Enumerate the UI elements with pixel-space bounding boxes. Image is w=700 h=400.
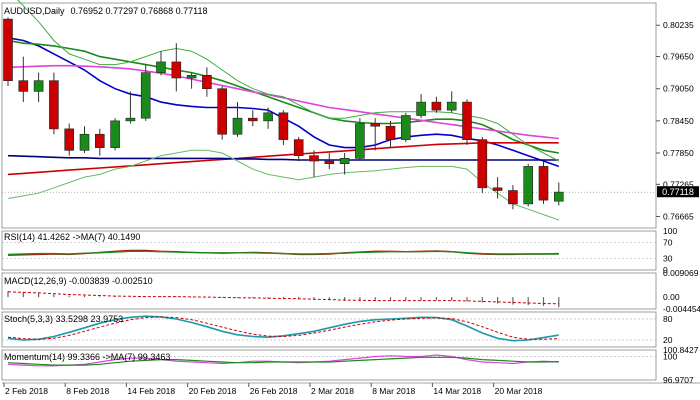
bullish-candle bbox=[125, 117, 136, 122]
bearish-candle bbox=[324, 160, 335, 165]
price-panel-frame bbox=[1, 2, 657, 229]
bearish-candle bbox=[508, 190, 518, 205]
time-tick-label: 20 Feb 2018 bbox=[189, 386, 237, 396]
bearish-candle bbox=[538, 166, 549, 201]
ohlc-values: 0.76952 0.77297 0.76868 0.77118 bbox=[71, 6, 208, 16]
bearish-candle bbox=[431, 101, 442, 111]
price-tick-label: 0.79050 bbox=[663, 84, 694, 94]
bearish-candle bbox=[248, 117, 258, 122]
price-panel-title: AUDUSD,Daily 0.76952 0.77297 0.76868 0.77… bbox=[4, 6, 207, 16]
bearish-candle bbox=[477, 139, 488, 189]
bullish-candle bbox=[400, 115, 411, 140]
bullish-candle bbox=[232, 117, 243, 135]
time-tick-label: 8 Mar 2018 bbox=[372, 386, 415, 396]
price-tick-label: 0.76665 bbox=[663, 211, 694, 221]
macd-tick-label: 0.00 bbox=[663, 292, 680, 302]
bearish-candle bbox=[309, 155, 319, 162]
moving-average-line-7 bbox=[7, 149, 559, 221]
rsi-panel-frame bbox=[1, 230, 657, 271]
bearish-candle bbox=[217, 88, 227, 135]
bullish-candle bbox=[110, 120, 120, 148]
price-tick-label: 0.77265 bbox=[663, 179, 694, 189]
moving-average-line-5 bbox=[7, 154, 559, 161]
momentum-line-2 bbox=[7, 356, 559, 366]
macd-tick-label: -0.004454 bbox=[663, 304, 700, 314]
momentum-tick-label: 100 bbox=[663, 352, 677, 362]
momentum-panel-frame bbox=[1, 349, 657, 381]
momentum-tick-label: 100.8427 bbox=[663, 345, 699, 355]
time-tick-label: 26 Feb 2018 bbox=[250, 386, 298, 396]
bullish-candle bbox=[186, 75, 197, 79]
stoch-tick-label: 20 bbox=[663, 335, 673, 345]
price-tick-label: 0.79650 bbox=[663, 52, 694, 62]
bearish-candle bbox=[293, 139, 304, 156]
bearish-candle bbox=[49, 80, 59, 130]
rsi-tick-label: 0 bbox=[663, 265, 668, 275]
bearish-candle bbox=[385, 125, 396, 140]
momentum-tick-label: 96.9707 bbox=[663, 375, 694, 385]
rsi-tick-label: 100 bbox=[663, 226, 677, 236]
macd-label: MACD(12,26,9) -0.003839 -0.002510 bbox=[4, 276, 153, 286]
last-price-marker: 0.77118 bbox=[657, 186, 699, 198]
bullish-candle bbox=[446, 101, 457, 111]
bearish-candle bbox=[202, 75, 212, 90]
symbol-timeframe: AUDUSD,Daily bbox=[4, 6, 65, 16]
bullish-candle bbox=[523, 166, 534, 205]
bearish-candle bbox=[95, 133, 105, 148]
stoch-tick-label: 80 bbox=[663, 314, 673, 324]
time-tick-label: 14 Feb 2018 bbox=[127, 386, 175, 396]
time-tick-label: 2 Mar 2018 bbox=[311, 386, 354, 396]
last-price-label: 0.77118 bbox=[662, 187, 694, 197]
bearish-candle bbox=[278, 112, 289, 140]
bullish-candle bbox=[416, 101, 426, 116]
bullish-candle bbox=[79, 133, 90, 151]
bullish-candle bbox=[33, 80, 44, 92]
bearish-candle bbox=[64, 128, 74, 151]
bearish-candle bbox=[492, 187, 503, 191]
time-tick-label: 2 Feb 2018 bbox=[5, 386, 48, 396]
time-tick-label: 20 Mar 2018 bbox=[495, 386, 543, 396]
stoch-label: Stoch(5,3,3) 33.5298 23.9753 bbox=[4, 314, 123, 324]
bullish-candle bbox=[553, 191, 564, 202]
time-tick-label: 14 Mar 2018 bbox=[433, 386, 481, 396]
macd-signal-line bbox=[7, 291, 559, 305]
bearish-candle bbox=[3, 18, 13, 81]
macd-tick-label: 0.009069 bbox=[663, 268, 699, 278]
price-tick-label: 0.80235 bbox=[663, 20, 694, 30]
bullish-candle bbox=[355, 123, 365, 159]
bullish-candle bbox=[156, 61, 166, 73]
price-tick-label: 0.77850 bbox=[663, 148, 694, 158]
macd-panel-frame bbox=[1, 272, 657, 310]
rsi-label: RSI(14) 41.4262 ->MA(7) 40.1490 bbox=[4, 232, 140, 242]
bullish-candle bbox=[339, 158, 350, 165]
rsi-tick-label: 30 bbox=[663, 253, 673, 263]
rsi-line-2 bbox=[7, 250, 559, 256]
bullish-candle bbox=[140, 72, 151, 119]
time-tick-label: 8 Feb 2018 bbox=[66, 386, 109, 396]
bearish-candle bbox=[462, 101, 472, 140]
stoch-main-line bbox=[7, 315, 559, 342]
bearish-candle bbox=[370, 123, 381, 127]
rsi-tick-label: 70 bbox=[663, 238, 673, 248]
bullish-candle bbox=[263, 112, 273, 122]
bearish-candle bbox=[18, 80, 29, 92]
stoch-panel-frame bbox=[1, 311, 657, 348]
price-tick-label: 0.78450 bbox=[663, 116, 694, 126]
bearish-candle bbox=[171, 61, 182, 79]
stoch-signal-line bbox=[7, 316, 559, 340]
momentum-label: Momentum(14) 99.3366 ->MA(7) 99.3463 bbox=[4, 352, 170, 362]
